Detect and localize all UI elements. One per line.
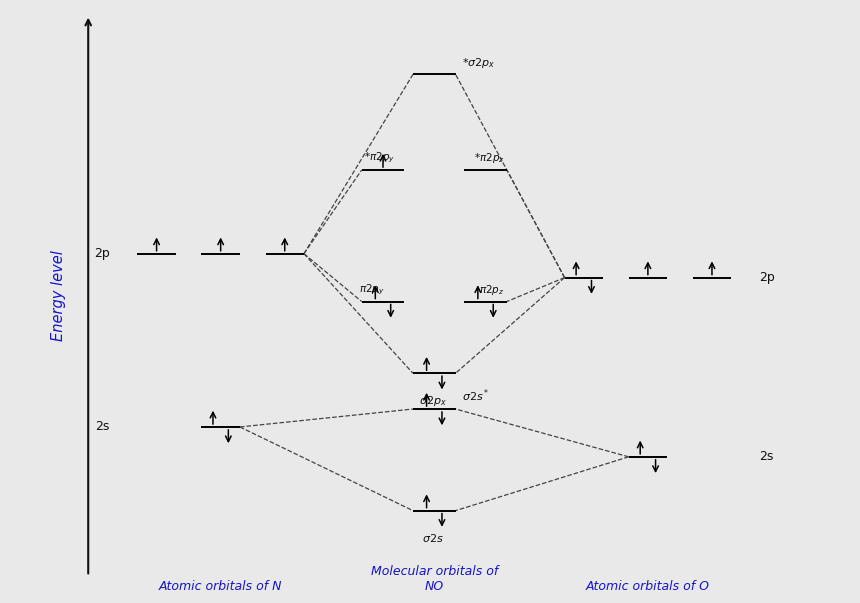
Text: $*\sigma2p_x$: $*\sigma2p_x$ [462, 55, 495, 70]
Text: Molecular orbitals of
NO: Molecular orbitals of NO [371, 565, 498, 593]
Text: $*\pi2p_z$: $*\pi2p_z$ [474, 151, 504, 165]
Text: Atomic orbitals of N: Atomic orbitals of N [159, 580, 282, 593]
Text: 2p: 2p [94, 247, 109, 260]
Text: $\sigma2s^*$: $\sigma2s^*$ [462, 388, 489, 404]
Text: Atomic orbitals of O: Atomic orbitals of O [586, 580, 710, 593]
Text: $\pi2p_z$: $\pi2p_z$ [479, 283, 504, 297]
Text: $\pi2p_y$: $\pi2p_y$ [359, 282, 385, 297]
Text: $\sigma2s$: $\sigma2s$ [421, 531, 444, 543]
Text: Energy level: Energy level [51, 250, 66, 341]
Text: $\sigma2p_x$: $\sigma2p_x$ [419, 394, 446, 408]
Text: 2p: 2p [759, 271, 775, 284]
Text: 2s: 2s [759, 450, 773, 463]
Text: $*\pi2p_y$: $*\pi2p_y$ [364, 151, 395, 165]
Text: 2s: 2s [95, 420, 109, 434]
